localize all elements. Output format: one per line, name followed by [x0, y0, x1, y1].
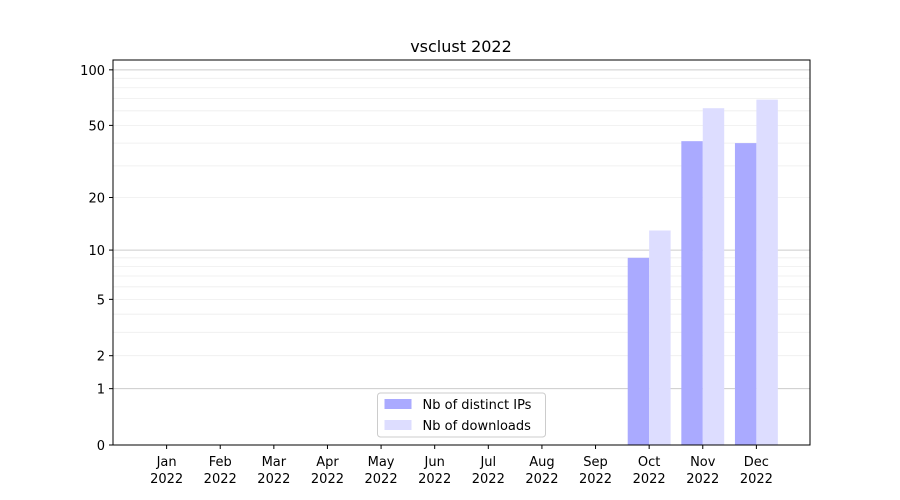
y-tick-label: 2: [97, 350, 105, 365]
legend-swatch: [384, 420, 412, 430]
y-tick-label: 100: [80, 64, 105, 79]
legend-box: [377, 392, 546, 438]
x-tick-label: Apr 2022: [311, 455, 344, 487]
x-tick-label: Sep 2022: [579, 455, 612, 487]
bar: [649, 230, 671, 445]
legend: Nb of distinct IPs Nb of downloads: [377, 392, 546, 438]
x-tick-label: Jun 2022: [418, 455, 451, 487]
x-tick-label: Oct 2022: [633, 455, 666, 487]
y-tick-label: 20: [88, 192, 105, 207]
legend-label: Nb of downloads: [423, 419, 532, 434]
x-tick-label: Aug 2022: [525, 455, 558, 487]
x-tick-label: May 2022: [365, 455, 398, 487]
x-tick-label: Dec 2022: [740, 455, 773, 487]
legend-label: Nb of distinct IPs: [423, 398, 532, 413]
x-tick-label: Feb 2022: [204, 455, 237, 487]
x-tick-label: Jul 2022: [472, 455, 505, 487]
bar: [756, 99, 778, 445]
x-tick-label: Jan 2022: [150, 455, 183, 487]
chart-title: vsclust 2022: [410, 37, 512, 56]
bar: [681, 141, 703, 445]
y-tick-label: 50: [88, 119, 105, 134]
x-tick-label: Mar 2022: [257, 455, 290, 487]
y-tick-label: 0: [97, 439, 105, 454]
bar: [702, 108, 725, 446]
bar: [734, 143, 757, 445]
legend-swatch: [384, 399, 412, 409]
plot-frame: [112, 59, 811, 446]
y-tick-label: 1: [97, 383, 105, 398]
y-tick-label: 5: [97, 293, 105, 308]
bar: [627, 257, 650, 445]
y-tick-label: 10: [88, 244, 105, 259]
x-tick-label: Nov 2022: [686, 455, 719, 487]
